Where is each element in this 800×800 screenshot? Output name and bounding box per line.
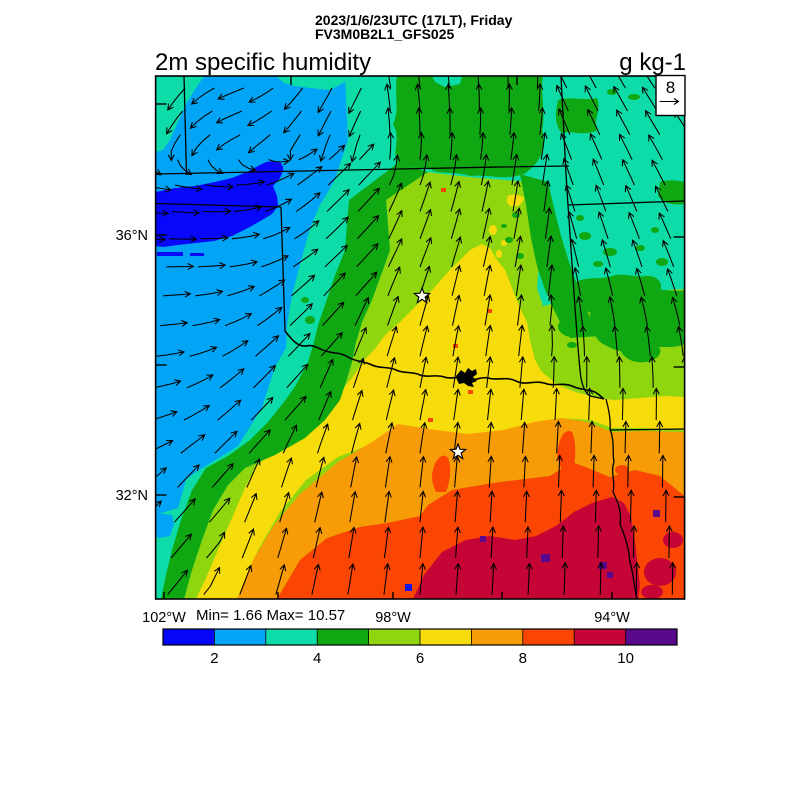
svg-text:2023/1/6/23UTC (17LT), Friday: 2023/1/6/23UTC (17LT), Friday (315, 12, 513, 28)
svg-text:8: 8 (666, 78, 675, 97)
svg-text:94°W: 94°W (594, 610, 630, 626)
svg-text:6: 6 (416, 650, 424, 667)
svg-text:g kg-1: g kg-1 (619, 49, 686, 76)
svg-text:2m specific humidity: 2m specific humidity (155, 49, 371, 76)
svg-text:98°W: 98°W (375, 610, 411, 626)
svg-text:32°N: 32°N (116, 488, 148, 504)
svg-text:2: 2 (210, 650, 218, 667)
svg-text:102°W: 102°W (142, 610, 186, 626)
svg-text:4: 4 (313, 650, 321, 667)
svg-text:8: 8 (519, 650, 527, 667)
svg-text:FV3M0B2L1_GFS025: FV3M0B2L1_GFS025 (315, 26, 454, 42)
svg-text:36°N: 36°N (116, 228, 148, 244)
svg-text:10: 10 (617, 650, 634, 667)
svg-text:Min= 1.66 Max= 10.57: Min= 1.66 Max= 10.57 (196, 607, 345, 624)
